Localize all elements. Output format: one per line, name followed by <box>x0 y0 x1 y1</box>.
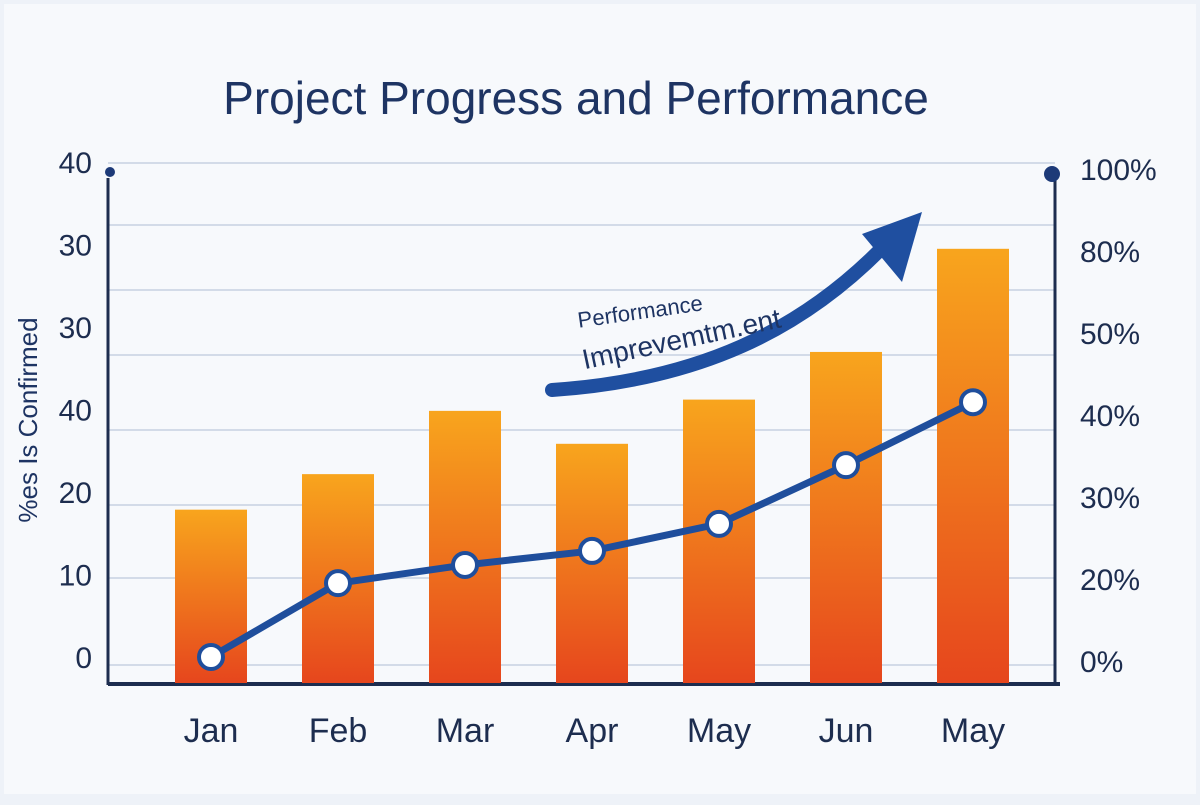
y2-tick-label: 40% <box>1080 400 1140 433</box>
bar <box>810 351 882 683</box>
axis-cap <box>1044 166 1060 182</box>
bar <box>683 399 755 683</box>
x-tick-label: Jun <box>819 712 874 750</box>
point <box>324 569 352 598</box>
y-tick-label: 40 <box>59 147 92 180</box>
y2-tick-label: 80% <box>1080 236 1140 269</box>
bar <box>937 248 1009 684</box>
point <box>451 550 479 579</box>
y2-tick-label: 50% <box>1080 318 1140 351</box>
y-tick-label: 20 <box>59 477 92 510</box>
point <box>197 643 225 671</box>
point <box>959 388 987 417</box>
trend-arrow-head <box>862 212 922 282</box>
y2-tick-label: 100% <box>1080 154 1157 187</box>
y-axis-title: %es Is Confirmed <box>13 317 43 522</box>
y2-tick-label: 20% <box>1080 564 1140 597</box>
bar <box>429 410 501 683</box>
x-tick-label: Mar <box>436 712 495 750</box>
point <box>705 509 733 538</box>
y-tick-label: 0 <box>75 642 92 675</box>
y-tick-label: 30 <box>59 229 92 262</box>
trend-arrow <box>545 243 887 397</box>
point <box>578 536 606 565</box>
x-tick-label: Apr <box>566 712 619 750</box>
y2-tick-label: 0% <box>1080 646 1123 679</box>
y-tick-label: 10 <box>59 559 92 592</box>
point <box>832 451 860 480</box>
x-tick-label: Feb <box>309 712 368 750</box>
chart-title: Project Progress and Performance <box>223 72 929 124</box>
y-tick-label: 40 <box>59 394 92 427</box>
y-tick-label: 30 <box>59 312 92 345</box>
axis-cap <box>105 167 115 177</box>
x-tick-label: Jan <box>184 712 239 750</box>
x-tick-label: May <box>687 712 751 750</box>
x-tick-label: May <box>941 712 1005 750</box>
y2-tick-label: 30% <box>1080 482 1140 515</box>
